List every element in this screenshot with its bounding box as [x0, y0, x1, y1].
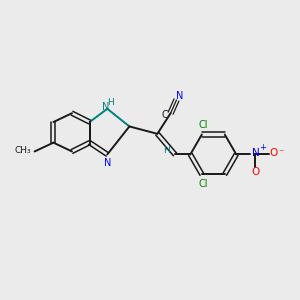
Text: Cl: Cl: [199, 120, 208, 130]
Text: O: O: [251, 167, 260, 177]
Text: N: N: [102, 102, 110, 112]
Text: O: O: [270, 148, 278, 158]
Text: Cl: Cl: [199, 179, 208, 189]
Text: CH₃: CH₃: [14, 146, 31, 155]
Text: N: N: [251, 148, 259, 158]
Text: +: +: [259, 143, 266, 152]
Text: H: H: [107, 98, 114, 107]
Text: C: C: [162, 110, 169, 120]
Text: H: H: [163, 146, 169, 155]
Text: N: N: [103, 158, 111, 168]
Text: N: N: [176, 92, 184, 101]
Text: ⁻: ⁻: [278, 148, 283, 158]
